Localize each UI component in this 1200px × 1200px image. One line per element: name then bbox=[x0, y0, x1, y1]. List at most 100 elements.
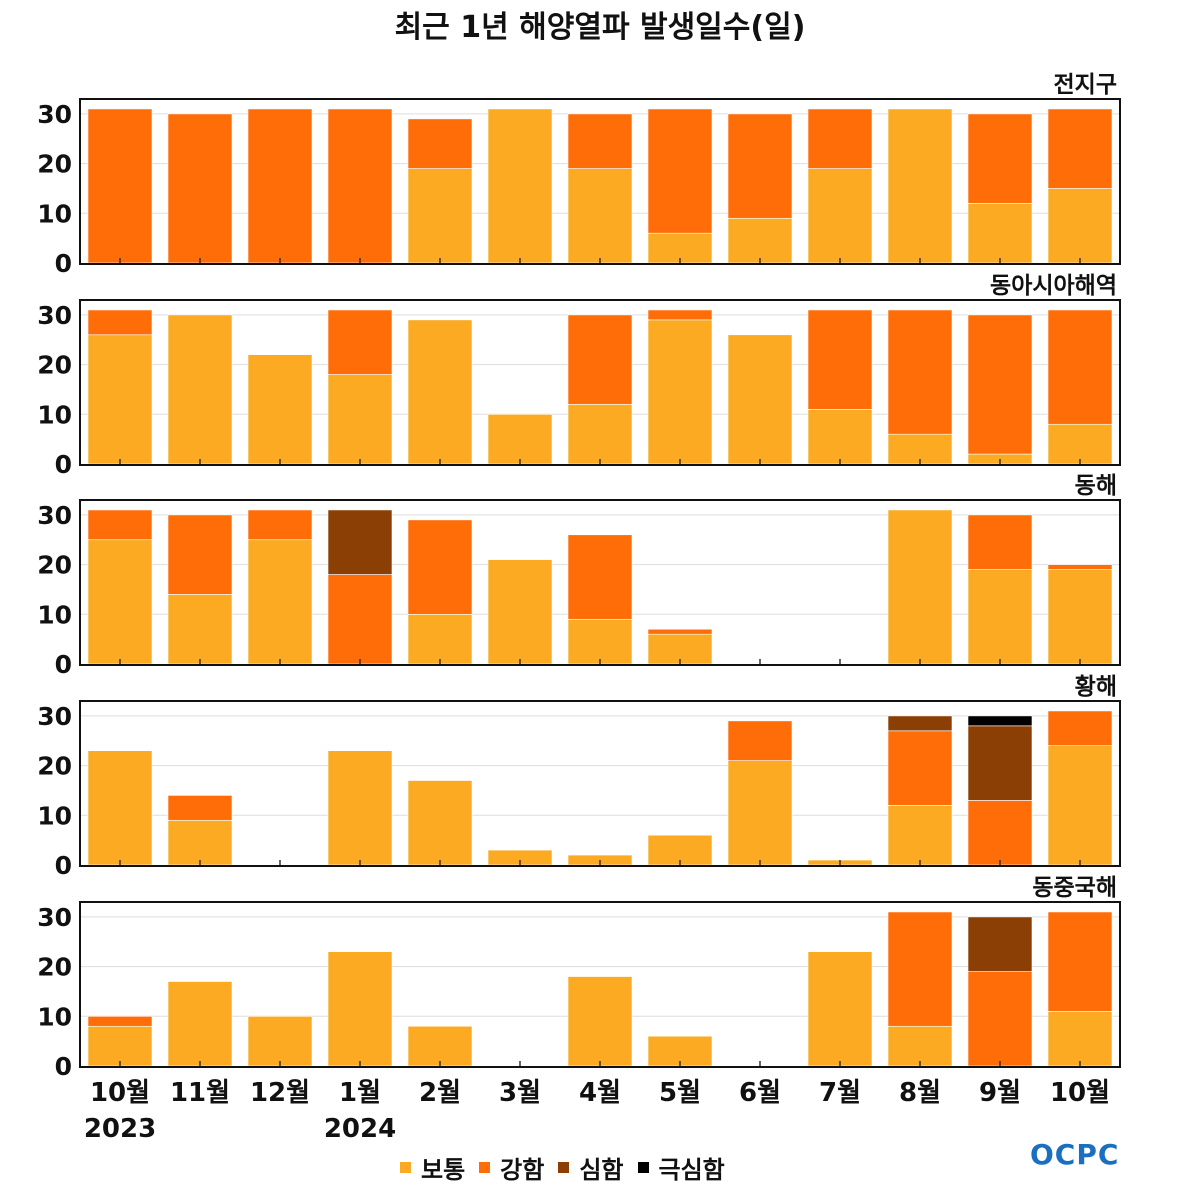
bar-segment-강함 bbox=[87, 509, 153, 541]
panel-title: 동중국해 bbox=[1032, 875, 1117, 901]
y-tick-label: 10 bbox=[37, 600, 72, 629]
bar-segment-강함 bbox=[247, 509, 313, 541]
bar-segment-강함 bbox=[567, 314, 633, 405]
bar-segment-보통 bbox=[727, 760, 793, 866]
bar-segment-보통 bbox=[1047, 745, 1113, 866]
bar-segment-보통 bbox=[167, 819, 233, 866]
bar-segment-강함 bbox=[727, 720, 793, 761]
legend-swatch bbox=[479, 1162, 491, 1173]
legend-item-strong: 강함 bbox=[479, 1150, 544, 1185]
y-tick-label: 30 bbox=[37, 301, 72, 330]
bar-segment-강함 bbox=[327, 108, 393, 264]
y-tick-label: 0 bbox=[55, 1052, 72, 1081]
bar-segment-보통 bbox=[647, 319, 713, 465]
y-tick-label: 20 bbox=[37, 351, 72, 380]
x-tick-label: 12월 bbox=[250, 1078, 310, 1108]
bar-segment-강함 bbox=[407, 118, 473, 169]
legend-swatch bbox=[637, 1162, 649, 1173]
bar-segment-보통 bbox=[727, 334, 793, 465]
bar-segment-보통 bbox=[567, 404, 633, 465]
bar-segment-심함 bbox=[967, 725, 1033, 801]
x-tick-label: 10월 bbox=[1050, 1078, 1110, 1108]
bar-segment-보통 bbox=[567, 976, 633, 1067]
bar-segment-강함 bbox=[167, 795, 233, 821]
bar-segment-보통 bbox=[247, 539, 313, 665]
bar-segment-강함 bbox=[807, 309, 873, 410]
y-tick-label: 20 bbox=[37, 551, 72, 580]
bar-segment-강함 bbox=[967, 971, 1033, 1067]
panel-frame bbox=[79, 98, 1121, 265]
legend-label: 보통 bbox=[421, 1156, 466, 1184]
bar-segment-보통 bbox=[87, 750, 153, 866]
chart-title: 최근 1년 해양열파 발생일수(일) bbox=[394, 10, 806, 45]
panel-title: 동해 bbox=[1075, 473, 1117, 499]
bar-segment-보통 bbox=[407, 1025, 473, 1067]
bar-segment-보통 bbox=[1047, 188, 1113, 264]
bar-segment-보통 bbox=[327, 750, 393, 866]
bar-segment-보통 bbox=[407, 780, 473, 866]
bar-segment-강함 bbox=[807, 108, 873, 169]
bar-segment-보통 bbox=[327, 374, 393, 465]
bar-segment-보통 bbox=[87, 334, 153, 465]
year-label: 2024 bbox=[324, 1114, 396, 1144]
bar-segment-보통 bbox=[487, 559, 553, 665]
y-tick-label: 30 bbox=[37, 501, 72, 530]
x-tick-label: 2월 bbox=[419, 1078, 461, 1108]
bar-segment-강함 bbox=[1047, 710, 1113, 747]
x-tick-label: 9월 bbox=[979, 1078, 1021, 1108]
legend: 보통 강함 심함 극심함 bbox=[400, 1150, 725, 1185]
bar-segment-극심함 bbox=[967, 715, 1033, 727]
y-tick-label: 30 bbox=[37, 702, 72, 731]
bar-segment-보통 bbox=[327, 951, 393, 1067]
y-tick-label: 10 bbox=[37, 400, 72, 429]
legend-label: 극심함 bbox=[658, 1156, 725, 1184]
y-tick-label: 0 bbox=[55, 249, 72, 278]
x-tick-label: 7월 bbox=[819, 1078, 861, 1108]
bar-segment-보통 bbox=[727, 217, 793, 264]
bar-segment-강함 bbox=[887, 730, 953, 806]
legend-label: 강함 bbox=[500, 1156, 545, 1184]
bar-segment-보통 bbox=[247, 1016, 313, 1067]
legend-item-normal: 보통 bbox=[400, 1150, 465, 1185]
panel-frame bbox=[79, 700, 1121, 867]
bar-segment-보통 bbox=[407, 614, 473, 665]
bar-segment-강함 bbox=[567, 534, 633, 620]
bar-segment-강함 bbox=[727, 113, 793, 219]
bar-segment-보통 bbox=[807, 168, 873, 264]
x-tick-label: 8월 bbox=[899, 1078, 941, 1108]
ocpc-logo: OCPC bbox=[1030, 1138, 1120, 1171]
bar-segment-보통 bbox=[567, 618, 633, 665]
y-tick-label: 0 bbox=[55, 450, 72, 479]
bar-segment-강함 bbox=[407, 519, 473, 615]
bar-segment-강함 bbox=[1047, 911, 1113, 1012]
y-tick-label: 20 bbox=[37, 150, 72, 179]
y-tick-label: 10 bbox=[37, 199, 72, 228]
bar-segment-강함 bbox=[647, 309, 713, 321]
bar-segment-강함 bbox=[1047, 564, 1113, 570]
bar-segment-강함 bbox=[647, 628, 713, 635]
bar-segment-보통 bbox=[807, 409, 873, 465]
x-tick-label: 4월 bbox=[579, 1078, 621, 1108]
bar-segment-보통 bbox=[487, 414, 553, 465]
legend-swatch bbox=[400, 1162, 411, 1173]
panel-title: 전지구 bbox=[1054, 72, 1117, 98]
panel-frame bbox=[79, 901, 1121, 1068]
bar-segment-강함 bbox=[567, 113, 633, 169]
bar-segment-보통 bbox=[87, 1025, 153, 1067]
bar-segment-강함 bbox=[87, 108, 153, 264]
panel-title: 황해 bbox=[1075, 674, 1117, 700]
legend-label: 심함 bbox=[579, 1156, 624, 1184]
y-tick-label: 0 bbox=[55, 851, 72, 880]
bar-segment-보통 bbox=[167, 594, 233, 665]
bar-segment-보통 bbox=[807, 951, 873, 1067]
bar-segment-강함 bbox=[647, 108, 713, 234]
bar-segment-강함 bbox=[967, 113, 1033, 204]
bar-segment-보통 bbox=[887, 509, 953, 665]
bar-segment-심함 bbox=[887, 715, 953, 732]
x-tick-label: 5월 bbox=[659, 1078, 701, 1108]
bar-segment-강함 bbox=[967, 800, 1033, 866]
bar-segment-보통 bbox=[487, 108, 553, 264]
bar-segment-보통 bbox=[887, 805, 953, 866]
bar-segment-강함 bbox=[1047, 108, 1113, 189]
